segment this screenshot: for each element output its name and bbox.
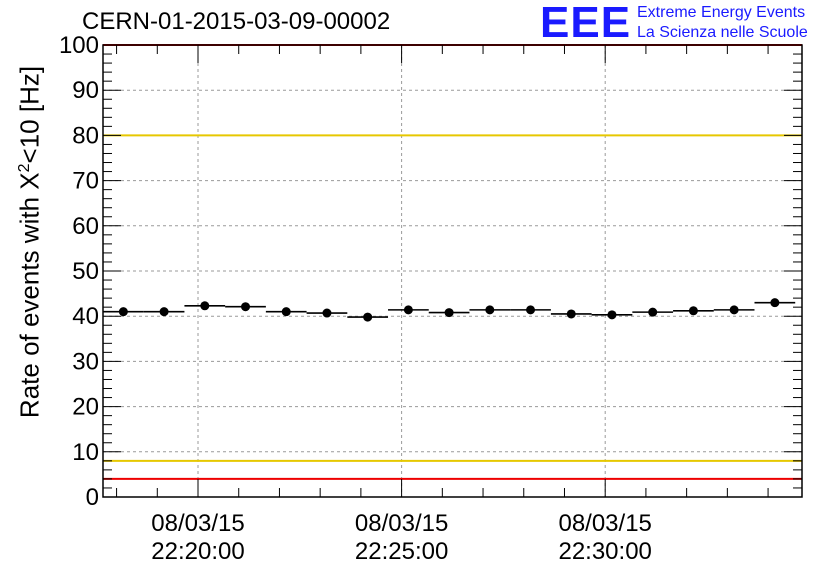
y-tick-label: 80 xyxy=(72,122,99,149)
y-tick-label: 30 xyxy=(72,348,99,375)
data-point xyxy=(159,307,169,317)
x-tick-label-date: 08/03/15 xyxy=(558,510,651,537)
logo-line-2: La Scienza nelle Scuole xyxy=(637,24,808,41)
data-point xyxy=(403,305,413,315)
data-point xyxy=(281,307,291,317)
data-point xyxy=(688,306,698,316)
y-tick-label: 20 xyxy=(72,394,99,421)
logo-mark: EEE xyxy=(540,0,632,47)
logo-line-1: Extreme Energy Events xyxy=(637,4,806,21)
data-point xyxy=(607,310,617,320)
eee-logo: EEE Extreme Energy Events La Scienza nel… xyxy=(540,0,830,47)
data-point xyxy=(118,307,128,317)
data-point xyxy=(485,305,495,315)
data-point xyxy=(444,308,454,318)
x-tick-label-time: 22:25:00 xyxy=(355,538,448,565)
y-tick-label: 40 xyxy=(72,303,99,330)
data-point xyxy=(200,301,210,311)
y-tick-label: 0 xyxy=(86,484,99,511)
chart-title: CERN-01-2015-03-09-00002 xyxy=(82,8,391,35)
data-point xyxy=(526,305,536,315)
x-tick-label-time: 22:20:00 xyxy=(151,538,244,565)
data-point xyxy=(363,312,373,322)
data-point xyxy=(770,298,780,308)
data-point xyxy=(566,309,576,319)
y-tick-label: 70 xyxy=(72,168,99,195)
x-tick-label-date: 08/03/15 xyxy=(151,510,244,537)
y-tick-label: 10 xyxy=(72,439,99,466)
x-tick-label-time: 22:30:00 xyxy=(558,538,651,565)
data-point xyxy=(729,305,739,315)
y-tick-label: 60 xyxy=(72,213,99,240)
y-tick-label: 100 xyxy=(59,32,99,59)
y-tick-label: 50 xyxy=(72,258,99,285)
data-point xyxy=(241,302,251,312)
data-point xyxy=(648,307,658,317)
x-tick-label-date: 08/03/15 xyxy=(355,510,448,537)
data-point xyxy=(322,308,332,318)
y-tick-label: 90 xyxy=(72,77,99,104)
